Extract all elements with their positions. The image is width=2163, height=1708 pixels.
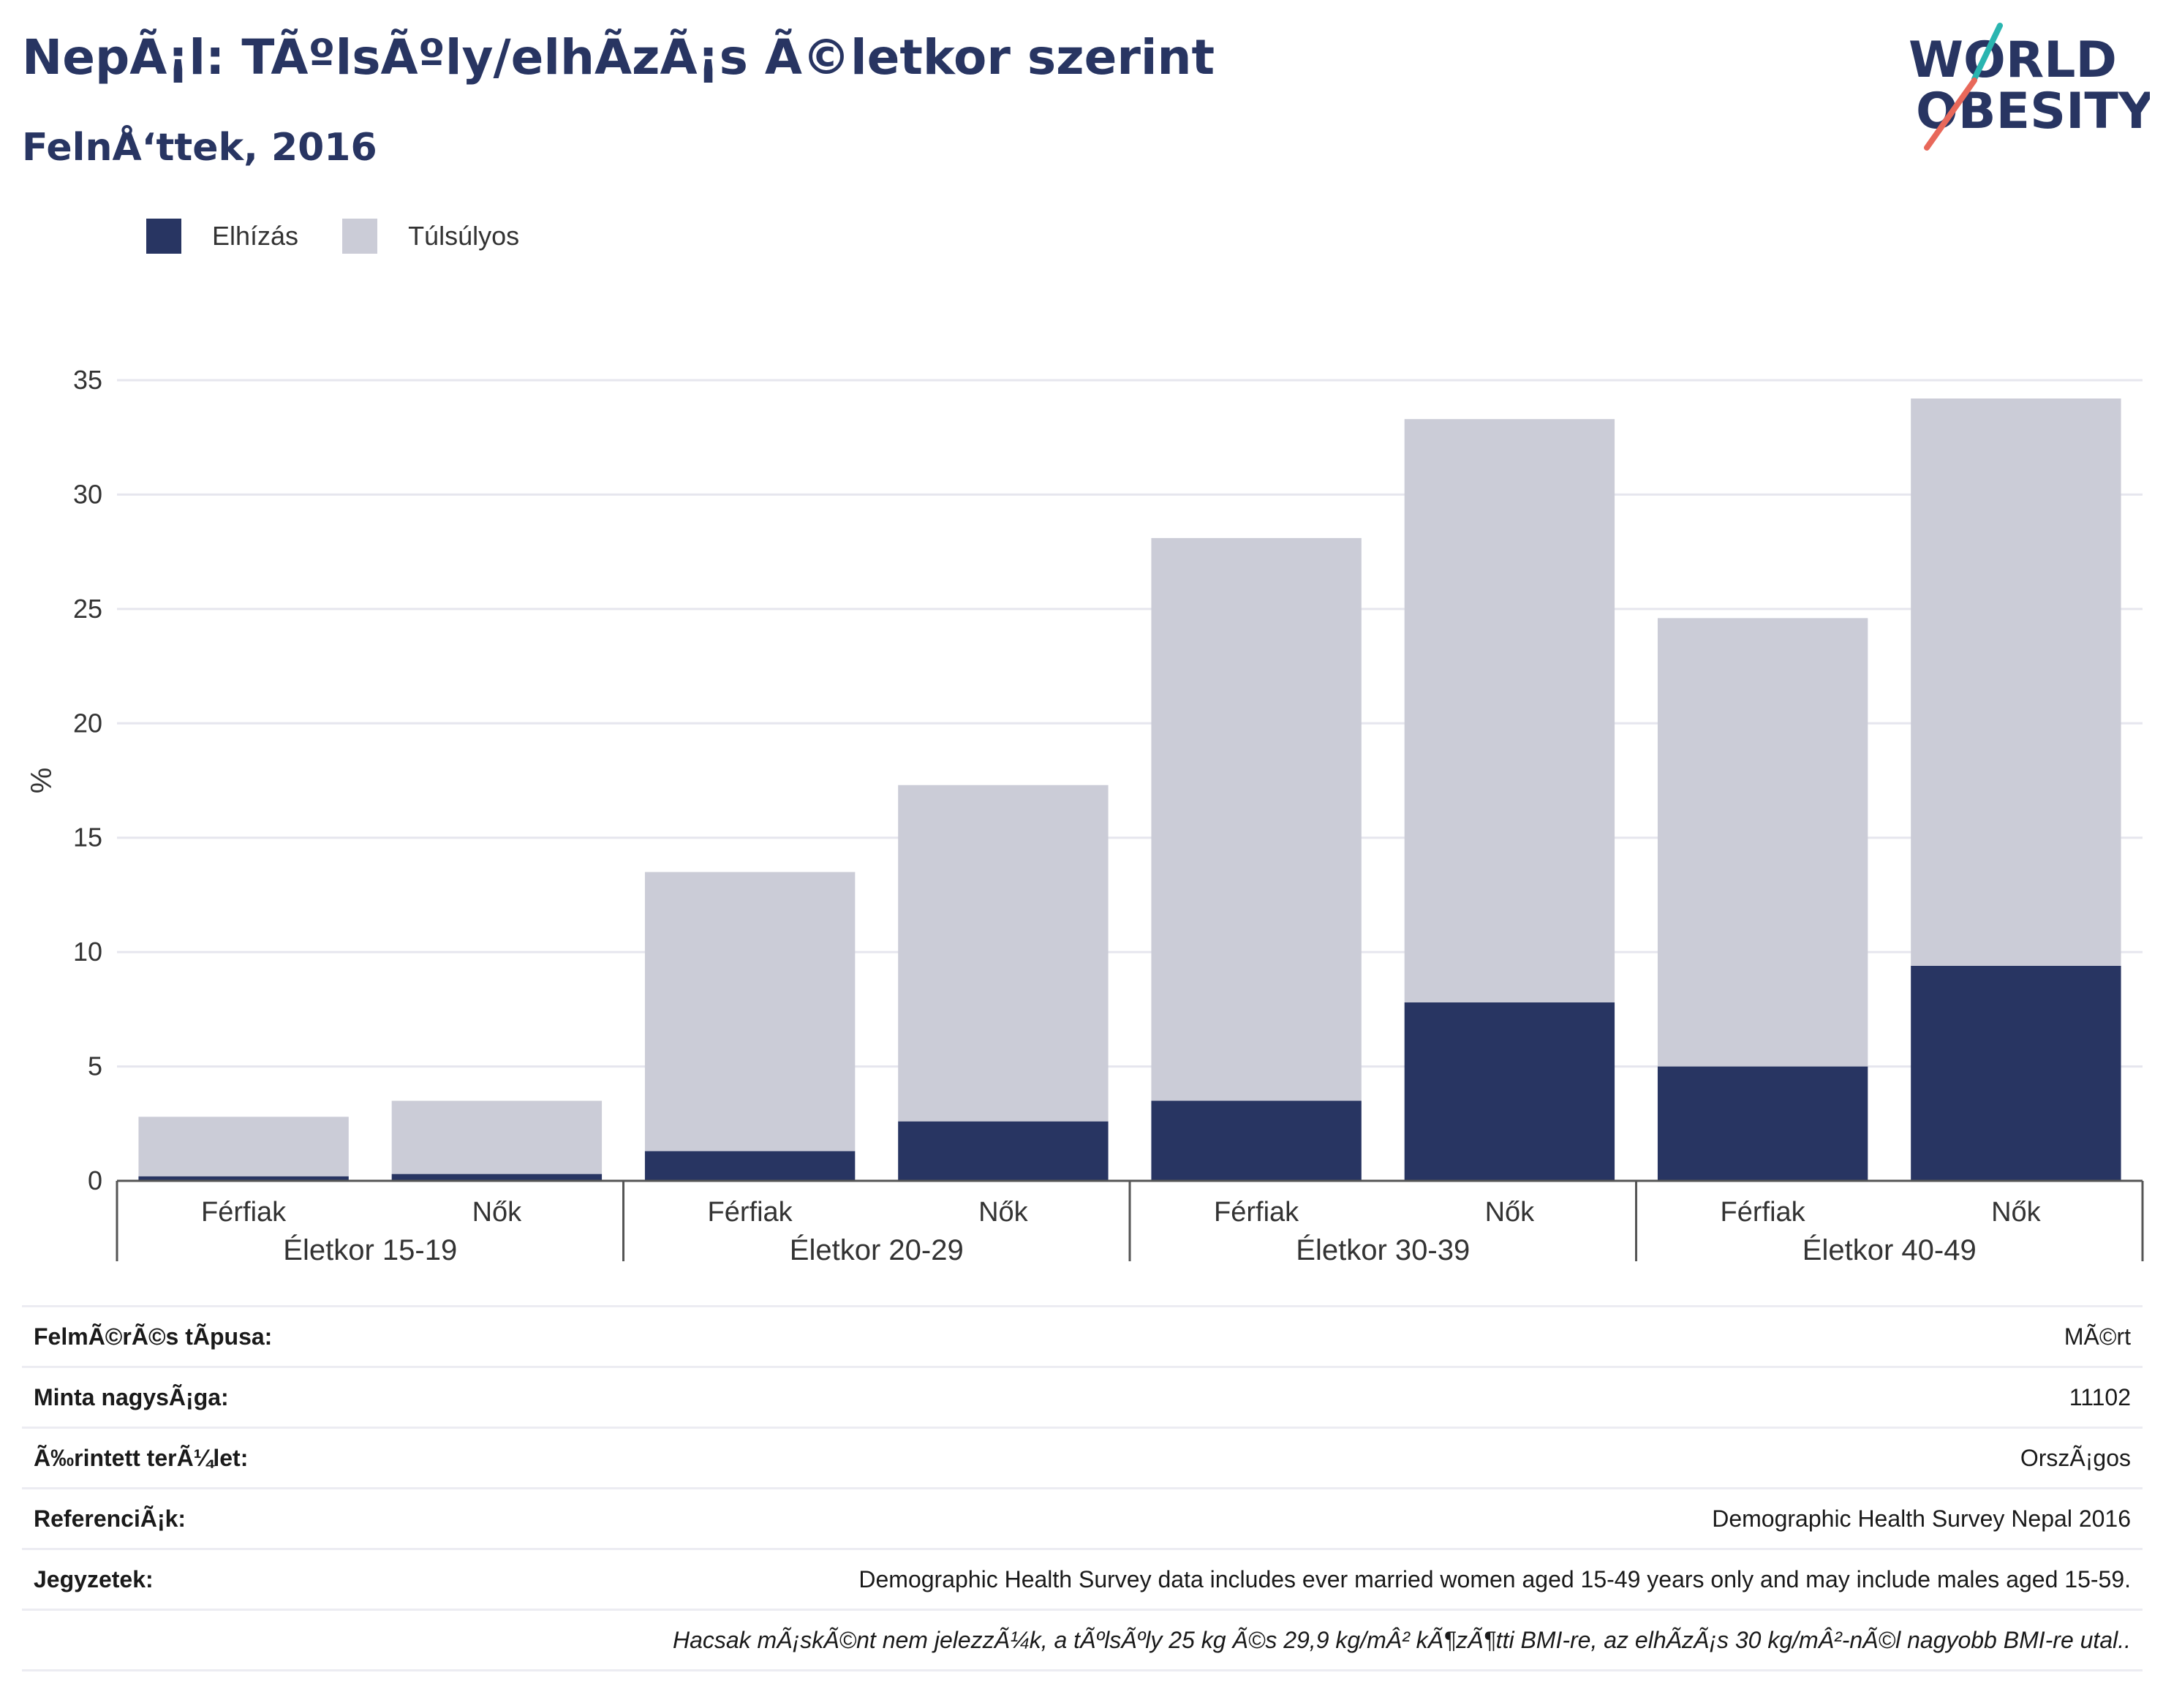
logo-slash-coral	[1924, 78, 1977, 151]
x-tick-label: Férfiak	[1721, 1197, 1806, 1228]
legend-label-overweight: Túlsúlyos	[408, 221, 520, 251]
bar-obesity	[644, 1151, 856, 1181]
x-tick-label: Férfiak	[201, 1197, 287, 1228]
info-label: Ã‰rintett terÃ¼let:	[22, 1427, 341, 1489]
bar-overweight	[898, 785, 1109, 1122]
info-value: Hacsak mÃ¡skÃ©nt nem jelezzÃ¼k, a tÃºlsÃ…	[340, 1609, 2143, 1671]
bar-obesity	[391, 1174, 603, 1181]
bar-obesity	[1404, 1002, 1615, 1181]
x-tick-label: Nők	[1991, 1197, 2042, 1228]
y-tick-label: 30	[73, 479, 102, 509]
info-label: ReferenciÃ¡k:	[22, 1487, 341, 1549]
info-label: Minta nagysÃ¡ga:	[22, 1366, 341, 1428]
x-tick-label: Nők	[978, 1197, 1029, 1228]
axes: 0 5 10 15 20 25 30 35% Férfiak Nők Férfiak Nők Férfi…	[26, 365, 2144, 1266]
bar-obesity	[1151, 1100, 1362, 1181]
info-value: OrszÃ¡gos	[340, 1427, 2143, 1489]
y-tick-label: 20	[73, 708, 102, 738]
x-tick-label: Férfiak	[1214, 1197, 1299, 1228]
bar-overweight	[1151, 537, 1362, 1101]
chart-subtitle: FelnÅ‘ttek, 2016	[22, 126, 377, 170]
y-axis-label: %	[26, 768, 58, 794]
legend-label-obesity: Elhízás	[212, 221, 299, 251]
bar-overweight	[1404, 419, 1615, 1002]
info-value: Demographic Health Survey data includes …	[340, 1548, 2143, 1610]
y-tick-label: 0	[88, 1165, 102, 1195]
x-tick-label: Nők	[1485, 1197, 1536, 1228]
y-tick-label: 35	[73, 365, 102, 395]
bar-obesity	[1657, 1066, 1868, 1181]
legend-item-overweight[interactable]: Túlsúlyos	[342, 219, 519, 254]
bar-overweight	[391, 1100, 603, 1174]
legend-swatch-overweight	[342, 219, 378, 254]
bar-overweight	[138, 1116, 349, 1176]
stacked-bar-chart: 0 5 10 15 20 25 30 35% Férfiak Nők Férfiak Nők Férfi…	[26, 365, 2144, 1266]
info-row: Ã‰rintett terÃ¼let: OrszÃ¡gos	[22, 1427, 2143, 1489]
bar-overweight	[644, 872, 856, 1152]
group-label: Életkor 40-49	[1802, 1233, 1977, 1266]
y-tick-label: 25	[73, 594, 102, 624]
y-tick-label: 15	[73, 823, 102, 853]
group-label: Életkor 15-19	[283, 1233, 457, 1266]
info-value: 11102	[340, 1366, 2143, 1428]
group-label: Életkor 30-39	[1296, 1233, 1470, 1266]
info-row: Minta nagysÃ¡ga: 11102	[22, 1366, 2143, 1428]
x-tick-label: Nők	[472, 1197, 523, 1228]
info-label: FelmÃ©rÃ©s tÃ­pusa:	[22, 1305, 341, 1367]
info-label	[22, 1609, 341, 1671]
world-obesity-logo: WORLD OBESITY	[1909, 23, 2150, 151]
info-row: Hacsak mÃ¡skÃ©nt nem jelezzÃ¼k, a tÃºlsÃ…	[22, 1609, 2143, 1671]
legend-swatch-obesity	[146, 219, 181, 254]
info-value: Demographic Health Survey Nepal 2016	[340, 1487, 2143, 1549]
bars	[138, 398, 2121, 1181]
logo-line1: WORLD	[1909, 31, 2117, 89]
bar-obesity	[1911, 965, 2121, 1181]
bar-obesity	[138, 1176, 349, 1181]
logo-slash-teal	[1971, 23, 2003, 82]
info-row: ReferenciÃ¡k: Demographic Health Survey N…	[22, 1487, 2143, 1549]
bar-overweight	[1657, 618, 1868, 1067]
info-value: MÃ©rt	[340, 1305, 2143, 1367]
survey-info-table: FelmÃ©rÃ©s tÃ­pusa: MÃ©rt Minta nagysÃ¡ga:…	[22, 1305, 2143, 1671]
chart-title: NepÃ¡l: TÃºlsÃºly/elhÃ­zÃ¡s Ã©letkor sze…	[22, 29, 1215, 86]
bar-obesity	[898, 1121, 1109, 1181]
info-row: FelmÃ©rÃ©s tÃ­pusa: MÃ©rt	[22, 1305, 2143, 1367]
bar-overweight	[1911, 398, 2121, 966]
legend-item-obesity[interactable]: Elhízás	[146, 219, 298, 254]
info-label: Jegyzetek:	[22, 1548, 341, 1610]
x-tick-label: Férfiak	[708, 1197, 793, 1228]
chart-legend: Elhízás Túlsúlyos	[146, 216, 563, 257]
y-tick-label: 5	[88, 1051, 102, 1081]
info-row: Jegyzetek: Demographic Health Survey data…	[22, 1548, 2143, 1610]
y-tick-label: 10	[73, 937, 102, 967]
group-label: Életkor 20-29	[790, 1233, 964, 1266]
